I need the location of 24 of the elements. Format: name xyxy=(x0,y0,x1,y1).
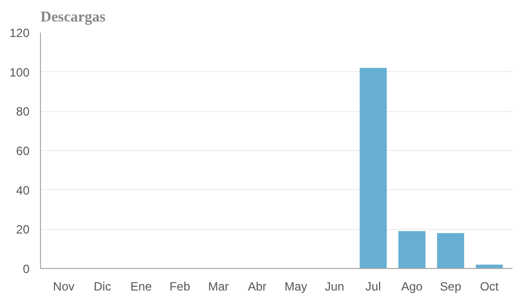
y-tick-label: 0 xyxy=(22,262,30,276)
y-tick-label: 20 xyxy=(16,222,30,237)
x-tick-label: Sep xyxy=(440,280,462,294)
y-tick-label: 60 xyxy=(16,144,30,158)
bar xyxy=(360,68,387,268)
x-tick-label: Abr xyxy=(248,280,267,294)
bar xyxy=(476,264,503,268)
x-tick-label: Oct xyxy=(480,280,500,294)
bar xyxy=(437,233,464,268)
y-tick-label: 100 xyxy=(9,65,30,80)
x-tick-label: Feb xyxy=(169,280,190,294)
x-tick-label: Nov xyxy=(53,280,74,294)
y-tick-label: 80 xyxy=(16,104,30,119)
x-tick-label: Jul xyxy=(366,280,381,294)
x-tick-label: May xyxy=(284,280,308,294)
chart-title: Descargas xyxy=(40,10,106,26)
x-tick-label: Jun xyxy=(324,280,344,294)
bar xyxy=(398,231,426,268)
y-tick-label: 120 xyxy=(9,26,30,40)
y-tick-label: 40 xyxy=(16,183,30,198)
x-tick-label: Ene xyxy=(130,280,152,294)
x-tick-label: Mar xyxy=(208,280,229,294)
x-tick-label: Ago xyxy=(401,280,423,294)
x-tick-label: Dic xyxy=(94,280,112,294)
